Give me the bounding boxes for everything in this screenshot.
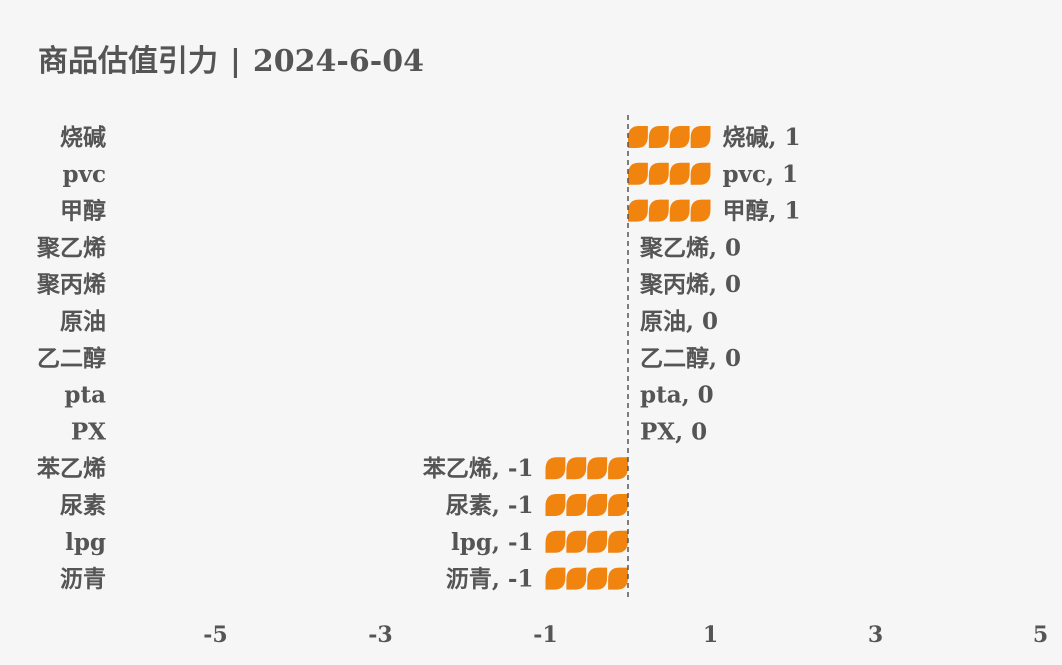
- title-separator: |: [230, 44, 241, 79]
- bar: [545, 457, 628, 480]
- data-label: pvc, 1: [723, 161, 798, 188]
- bar: [628, 199, 711, 222]
- category-label: 烧碱: [60, 124, 106, 151]
- bar-segment: [566, 567, 587, 590]
- bar-segment: [566, 530, 587, 553]
- data-label: 聚乙烯, 0: [639, 234, 741, 261]
- bar: [545, 567, 628, 590]
- bar-segment: [690, 199, 711, 222]
- bars: [545, 126, 711, 590]
- category-label: 苯乙烯: [36, 455, 106, 482]
- bar-segment: [608, 530, 628, 553]
- data-label: 甲醇, 1: [723, 198, 801, 225]
- bar: [545, 530, 628, 553]
- category-label: pta: [64, 382, 106, 409]
- bar-segment: [587, 457, 608, 480]
- x-tick-label: -1: [533, 622, 557, 648]
- data-label: pta, 0: [640, 382, 714, 409]
- bar-segment: [587, 494, 608, 516]
- bar: [628, 162, 711, 185]
- data-label: 乙二醇, 0: [640, 345, 741, 372]
- category-label: 聚丙烯: [36, 271, 106, 298]
- bar-segment: [566, 494, 587, 516]
- x-axis-ticks: -5 -3 -1 1 3 5: [203, 622, 1048, 648]
- bar-segment: [608, 457, 628, 480]
- bar-segment: [690, 126, 711, 148]
- category-label: PX: [71, 418, 106, 445]
- bar-segment: [648, 162, 669, 185]
- category-label: 聚乙烯: [36, 234, 106, 261]
- x-tick-label: -5: [203, 622, 227, 648]
- bar-segment: [669, 162, 690, 185]
- bar-segment: [545, 567, 566, 590]
- title-main: 商品估值引力: [38, 44, 218, 79]
- data-labels: 烧碱, 1 pvc, 1 甲醇, 1 聚乙烯, 0 聚丙烯, 0 原油, 0 乙二醇, 0 p…: [422, 124, 801, 593]
- data-label: 聚丙烯, 0: [639, 271, 741, 298]
- bar-segment: [628, 126, 648, 148]
- category-label: 原油: [60, 308, 106, 335]
- title-date: 2024-6-04: [252, 44, 424, 79]
- x-tick-label: 5: [1033, 622, 1048, 648]
- chart-title: 商品估值引力 | 2024-6-04: [38, 36, 424, 80]
- bar-segment: [566, 457, 587, 480]
- bar-segment: [587, 567, 608, 590]
- bar-segment: [669, 126, 690, 148]
- bar-segment: [608, 567, 628, 590]
- data-label: 烧碱, 1: [723, 124, 801, 151]
- category-label: 尿素: [60, 492, 106, 519]
- category-label: 乙二醇: [37, 345, 106, 372]
- bar-segment: [587, 530, 608, 553]
- bar: [545, 494, 628, 516]
- x-tick-label: 3: [868, 622, 883, 648]
- category-label: pvc: [63, 161, 106, 188]
- data-label: 尿素, -1: [446, 492, 534, 519]
- data-label: 苯乙烯, -1: [422, 455, 534, 482]
- data-label: 原油, 0: [640, 308, 718, 335]
- category-label: 甲醇: [60, 198, 106, 225]
- bar-segment: [628, 162, 648, 185]
- bar-segment: [545, 457, 566, 480]
- category-label: 沥青: [60, 566, 106, 593]
- bar-segment: [608, 494, 628, 516]
- x-tick-label: -3: [368, 622, 392, 648]
- bar-segment: [545, 494, 566, 516]
- data-label: 沥青, -1: [446, 566, 534, 593]
- bar: [628, 126, 711, 148]
- bar-segment: [648, 199, 669, 222]
- category-label: lpg: [65, 529, 106, 556]
- data-label: lpg, -1: [451, 529, 533, 556]
- bar-segment: [628, 199, 648, 222]
- bar-segment: [669, 199, 690, 222]
- bar-segment: [690, 162, 711, 185]
- data-label: PX, 0: [640, 418, 707, 445]
- bar-segment: [545, 530, 566, 553]
- bar-segment: [648, 126, 669, 148]
- x-tick-label: 1: [703, 622, 718, 648]
